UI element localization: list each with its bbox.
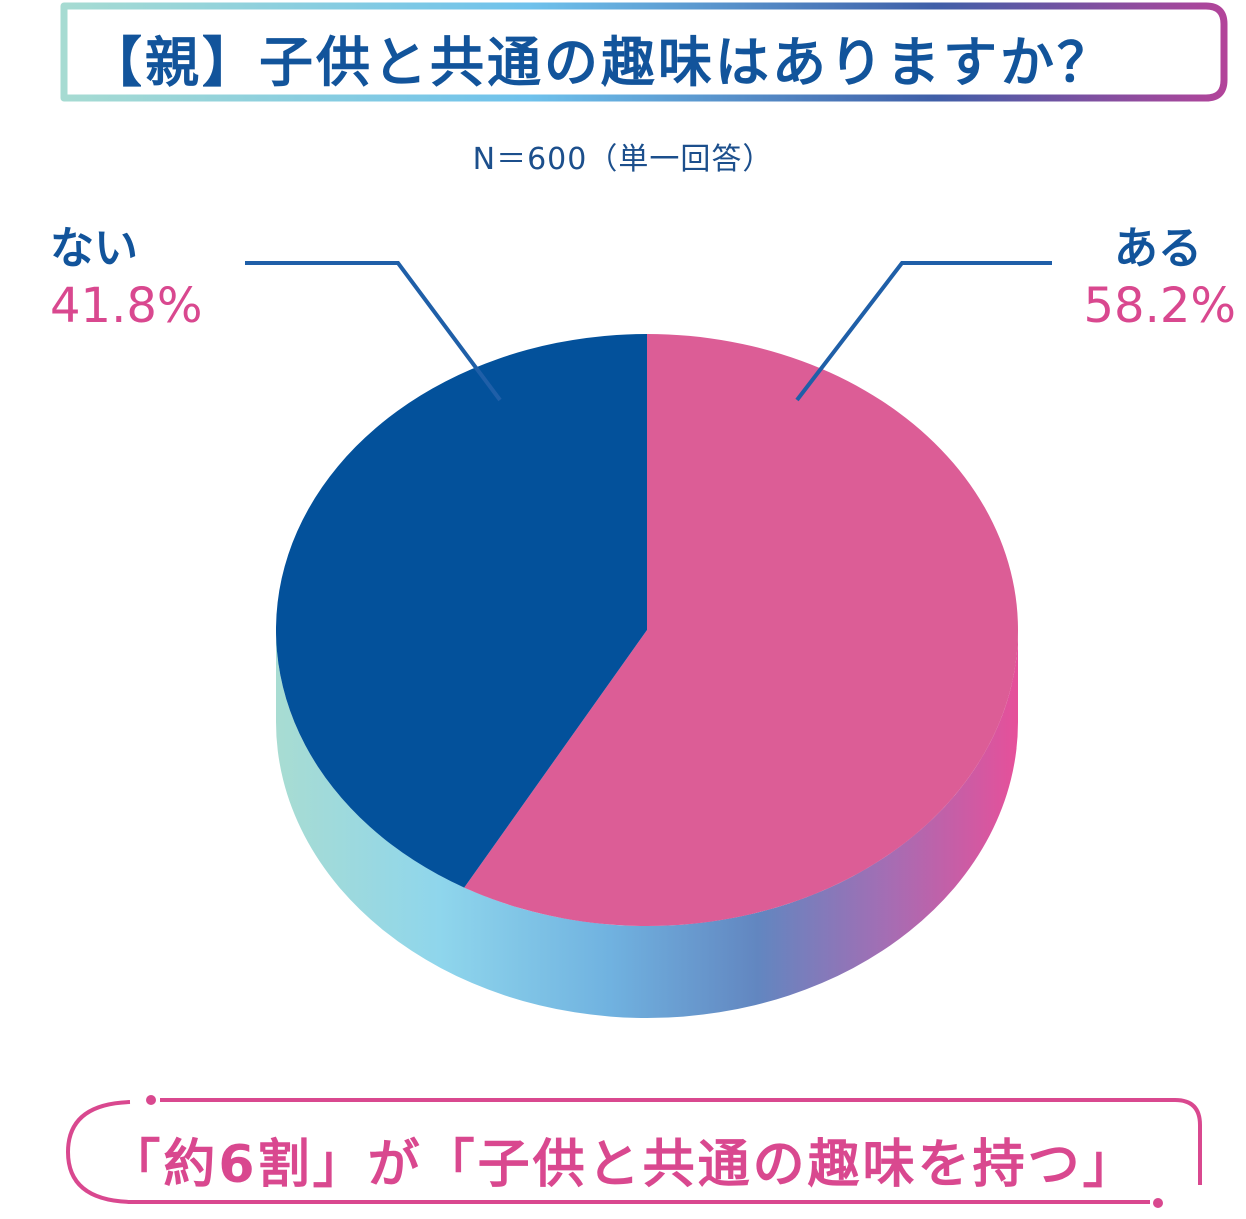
pie-slice-aru — [464, 334, 1018, 926]
pie-side-wall — [276, 630, 1018, 1018]
footer-frame — [65, 1095, 1202, 1208]
pie-chart — [245, 261, 1052, 1018]
value-nai: 41.8% — [50, 278, 203, 334]
title-banner: 【親】子供と共通の趣味はありますか？ — [0, 0, 1246, 110]
pie-slice-nai — [275, 334, 647, 888]
label-aru: ある — [1114, 223, 1202, 274]
sample-size-label: N＝600（単一回答） — [472, 142, 774, 177]
chart-title: 【親】子供と共通の趣味はありますか？ — [88, 31, 1114, 94]
footer-summary: 「約6割」が「子供と共通の趣味を持つ」 — [108, 1135, 1138, 1195]
title-frame — [60, 2, 1228, 102]
label-nai: ない — [50, 223, 138, 274]
value-aru: 58.2% — [1083, 278, 1236, 334]
leader-line-nai — [245, 261, 502, 402]
footer-banner — [0, 1090, 1246, 1215]
leader-line-aru — [795, 261, 1052, 402]
